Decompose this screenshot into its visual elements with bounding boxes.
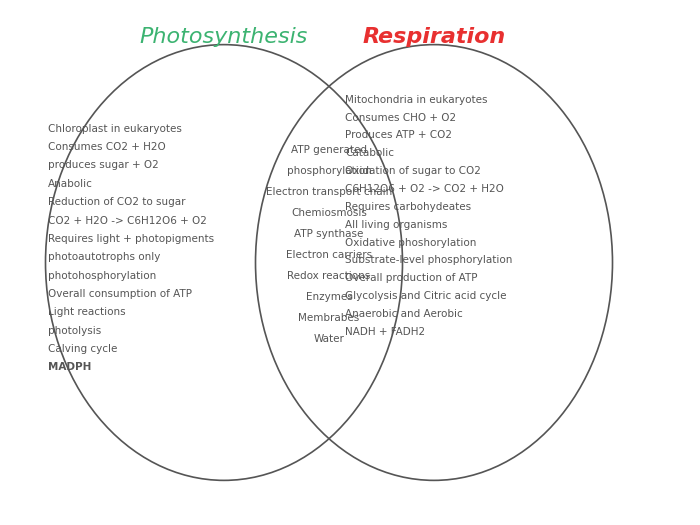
Text: produces sugar + O2: produces sugar + O2 — [48, 160, 158, 171]
Text: Substrate-level phosphorylation: Substrate-level phosphorylation — [345, 255, 512, 266]
Text: Oxidation of sugar to CO2: Oxidation of sugar to CO2 — [345, 166, 481, 176]
Text: All living organisms: All living organisms — [345, 219, 447, 230]
Text: Overall consumption of ATP: Overall consumption of ATP — [48, 289, 192, 299]
Text: Glycolysis and Citric acid cycle: Glycolysis and Citric acid cycle — [345, 291, 507, 301]
Text: Redox reactions: Redox reactions — [288, 270, 370, 281]
Text: Produces ATP + CO2: Produces ATP + CO2 — [345, 130, 452, 141]
Text: Oxidative phoshorylation: Oxidative phoshorylation — [345, 237, 477, 248]
Text: Light reactions: Light reactions — [48, 307, 125, 318]
Text: Respiration: Respiration — [363, 27, 505, 47]
Text: Water: Water — [314, 333, 344, 344]
Text: NADH + FADH2: NADH + FADH2 — [345, 327, 425, 337]
Text: ATP generated: ATP generated — [291, 144, 367, 155]
Text: Chemiosmosis: Chemiosmosis — [291, 207, 367, 218]
Text: ATP synthase: ATP synthase — [294, 228, 364, 239]
Text: phosphorylation: phosphorylation — [286, 165, 372, 176]
Text: CO2 + H2O -> C6H12O6 + O2: CO2 + H2O -> C6H12O6 + O2 — [48, 215, 206, 226]
Text: Catabolic: Catabolic — [345, 148, 394, 159]
Text: Requires carbohydeates: Requires carbohydeates — [345, 202, 471, 212]
Text: Electron transport chain: Electron transport chain — [266, 186, 392, 197]
Text: Consumes CHO + O2: Consumes CHO + O2 — [345, 112, 456, 123]
Text: Membrabes: Membrabes — [298, 312, 360, 323]
Text: Photosynthesis: Photosynthesis — [140, 27, 308, 47]
Text: Electron carriers: Electron carriers — [286, 249, 372, 260]
Text: Requires light + photopigments: Requires light + photopigments — [48, 234, 214, 244]
Text: photoautotrophs only: photoautotrophs only — [48, 252, 160, 262]
Text: Anaerobic and Aerobic: Anaerobic and Aerobic — [345, 309, 463, 319]
Text: Reduction of CO2 to sugar: Reduction of CO2 to sugar — [48, 197, 185, 207]
Text: Consumes CO2 + H2O: Consumes CO2 + H2O — [48, 142, 165, 152]
Text: Calving cycle: Calving cycle — [48, 344, 117, 354]
Text: MADPH: MADPH — [48, 362, 91, 373]
Text: Enzymes: Enzymes — [306, 291, 352, 302]
Text: Chloroplast in eukaryotes: Chloroplast in eukaryotes — [48, 123, 181, 134]
Text: photohosphorylation: photohosphorylation — [48, 270, 156, 281]
Text: Mitochondria in eukaryotes: Mitochondria in eukaryotes — [345, 94, 488, 105]
Text: Anabolic: Anabolic — [48, 178, 92, 189]
Text: photolysis: photolysis — [48, 326, 101, 336]
Text: C6H12O6 + O2 -> CO2 + H2O: C6H12O6 + O2 -> CO2 + H2O — [345, 184, 504, 194]
Text: Overall production of ATP: Overall production of ATP — [345, 273, 477, 284]
